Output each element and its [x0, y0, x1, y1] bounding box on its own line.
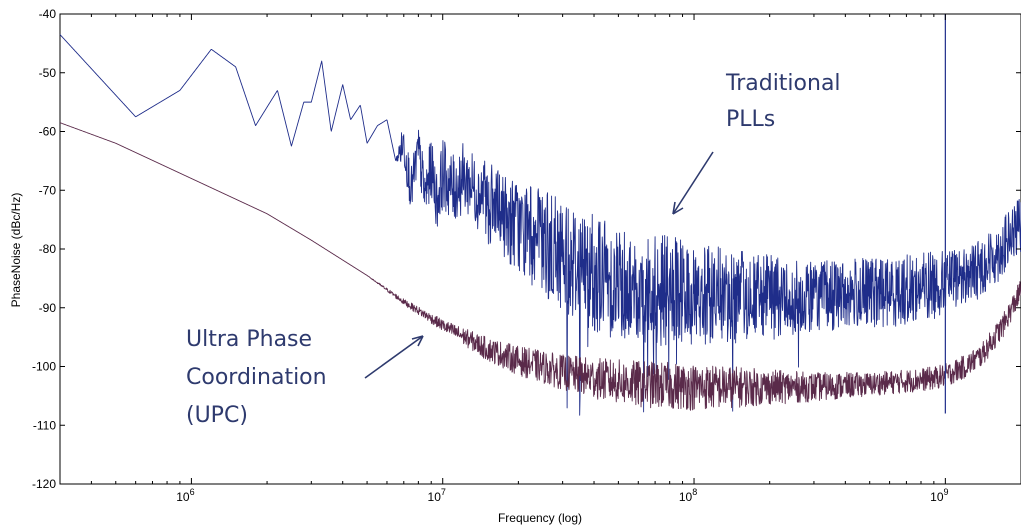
annotation-traditional-line-1: Traditional [725, 71, 841, 96]
y-tick-label: -120 [32, 477, 56, 491]
series-layer [59, 14, 1021, 416]
x-tick-label: 109 [930, 487, 948, 504]
x-axis-ticks: 106 107 108 109 [59, 14, 1021, 504]
annotation-traditional-plls: Traditional PLLs [672, 71, 841, 215]
annotation-upc-line-1: Ultra Phase [186, 327, 312, 352]
annotation-traditional-arrow [672, 151, 714, 215]
y-axis-ticks: -40 -50 -60 -70 -80 -90 -100 -110 -120 [32, 7, 1021, 491]
y-tick-label: -100 [32, 360, 56, 374]
x-tick-label: 108 [679, 487, 697, 504]
x-axis-label: Frequency (log) [498, 511, 582, 525]
y-axis-label: PhaseNoise (dBc/Hz) [9, 193, 23, 308]
y-tick-label: -50 [39, 66, 57, 80]
y-tick-label: -70 [39, 183, 57, 197]
annotation-upc: Ultra Phase Coordination (UPC) [186, 327, 424, 428]
annotation-upc-arrowhead [411, 335, 424, 347]
annotation-upc-arrow [364, 335, 424, 379]
y-tick-label: -60 [39, 125, 57, 139]
annotation-traditional-arrowhead [672, 201, 684, 215]
y-tick-label: -90 [39, 301, 57, 315]
y-tick-label: -110 [33, 418, 56, 432]
annotation-traditional-line-2: PLLs [726, 107, 775, 132]
annotation-upc-line-3: (UPC) [186, 403, 248, 428]
series-line-upc [59, 122, 1021, 411]
series-line-traditional [59, 34, 1021, 416]
y-tick-label: -40 [39, 7, 57, 21]
x-tick-label: 107 [428, 487, 446, 504]
plot-area [59, 13, 1021, 485]
annotation-upc-line-2: Coordination [186, 365, 327, 390]
y-tick-label: -80 [39, 242, 57, 256]
x-tick-label: 106 [176, 487, 194, 504]
